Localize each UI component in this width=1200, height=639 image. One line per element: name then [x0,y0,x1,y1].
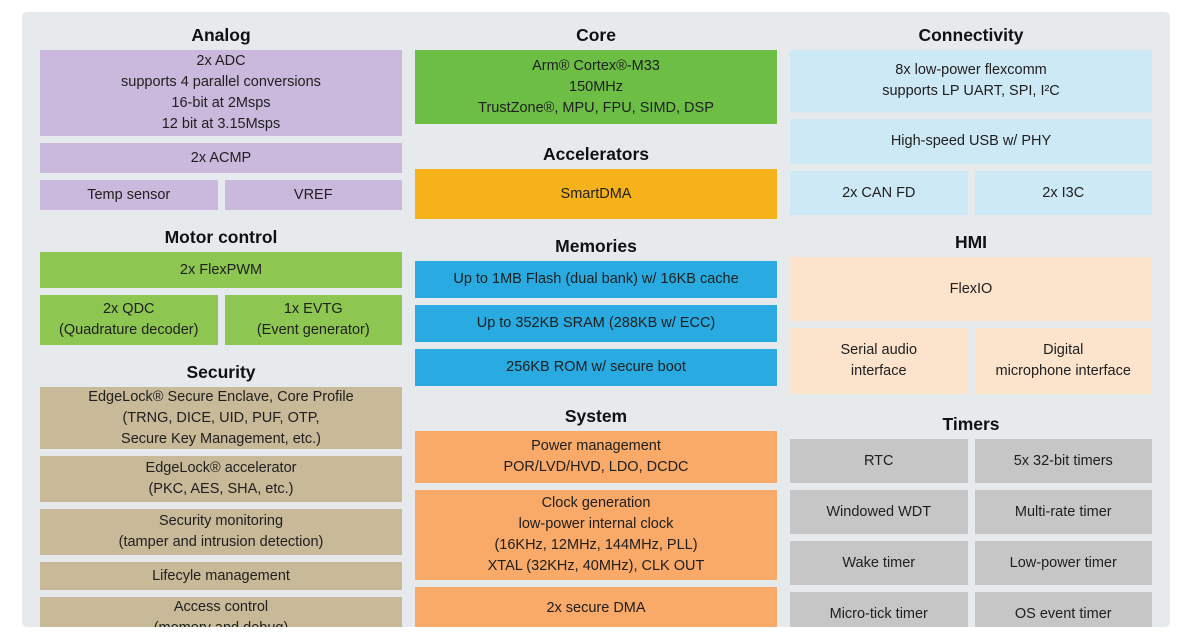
timers-row-3: Wake timer Low-power timer [790,541,1152,585]
rtc-block: RTC [790,439,968,483]
low-power-timer-block: Low-power timer [974,541,1152,585]
windowed-wdt-block: Windowed WDT [790,490,968,534]
usb-block: High-speed USB w/ PHY [790,119,1152,164]
hmi-pair-row: Serial audio interface Digital microphon… [790,328,1152,394]
lifecycle-management-block: Lifecyle management [40,562,402,590]
qdc-block: 2x QDC (Quadrature decoder) [40,295,218,345]
middle-column: Core Arm® Cortex®-M33 150MHz TrustZone®,… [415,24,777,627]
flexcomm-block: 8x low-power flexcomm supports LP UART, … [790,50,1152,112]
clock-generation-block: Clock generation low-power internal cloc… [415,490,777,580]
wake-timer-block: Wake timer [790,541,968,585]
power-management-block: Power management POR/LVD/HVD, LDO, DCDC [415,431,777,483]
core-section-title: Core [576,25,616,45]
timers-row-2: Windowed WDT Multi-rate timer [790,490,1152,534]
system-section-title: System [564,406,628,426]
motor-control-section-title: Motor control [164,227,278,247]
sram-block: Up to 352KB SRAM (288KB w/ ECC) [415,305,777,342]
mcu-feature-diagram-panel: Analog 2x ADC supports 4 parallel conver… [22,12,1170,627]
memories-section-title: Memories [555,236,637,256]
timers-row-4: Micro-tick timer OS event timer [790,592,1152,627]
security-section-title: Security [186,362,256,382]
hmi-section-title: HMI [954,232,988,252]
left-column: Analog 2x ADC supports 4 parallel conver… [40,24,402,627]
os-event-timer-block: OS event timer [974,592,1152,627]
cortex-m33-block: Arm® Cortex®-M33 150MHz TrustZone®, MPU,… [415,50,777,124]
evtg-block: 1x EVTG (Event generator) [224,295,402,345]
analog-pair-row: Temp sensor VREF [40,180,402,210]
right-column: Connectivity 8x low-power flexcomm suppo… [790,24,1152,627]
rom-block: 256KB ROM w/ secure boot [415,349,777,386]
secure-enclave-block: EdgeLock® Secure Enclave, Core Profile (… [40,387,402,449]
can-fd-block: 2x CAN FD [790,171,968,215]
i3c-block: 2x I3C [974,171,1152,215]
acmp-block: 2x ACMP [40,143,402,173]
connectivity-section-title: Connectivity [918,25,1024,45]
connectivity-pair-row: 2x CAN FD 2x I3C [790,171,1152,215]
digital-mic-block: Digital microphone interface [974,328,1152,394]
security-monitoring-block: Security monitoring (tamper and intrusio… [40,509,402,555]
access-control-block: Access control (memory and debug) [40,597,402,627]
micro-tick-timer-block: Micro-tick timer [790,592,968,627]
analog-section-title: Analog [191,25,251,45]
timers-32bit-block: 5x 32-bit timers [974,439,1152,483]
motor-pair-row: 2x QDC (Quadrature decoder) 1x EVTG (Eve… [40,295,402,345]
timers-section-title: Timers [942,414,1000,434]
temp-sensor-block: Temp sensor [40,180,218,210]
flexpwm-block: 2x FlexPWM [40,252,402,288]
timers-row-1: RTC 5x 32-bit timers [790,439,1152,483]
smartdma-block: SmartDMA [415,169,777,219]
vref-block: VREF [224,180,402,210]
flash-block: Up to 1MB Flash (dual bank) w/ 16KB cach… [415,261,777,298]
flexio-block: FlexIO [790,257,1152,321]
accelerators-section-title: Accelerators [542,144,650,164]
serial-audio-block: Serial audio interface [790,328,968,394]
edgelock-accelerator-block: EdgeLock® accelerator (PKC, AES, SHA, et… [40,456,402,502]
multi-rate-timer-block: Multi-rate timer [974,490,1152,534]
secure-dma-block: 2x secure DMA [415,587,777,627]
adc-block: 2x ADC supports 4 parallel conversions 1… [40,50,402,136]
